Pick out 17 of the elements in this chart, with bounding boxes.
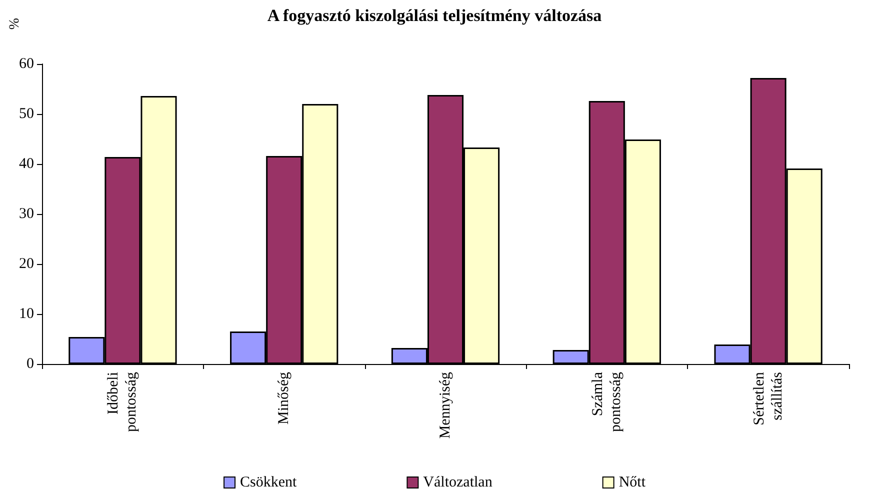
x-tick-label: Számla pontosság xyxy=(590,372,624,432)
y-tick-label: 0 xyxy=(26,356,34,372)
y-tick-label: 10 xyxy=(19,306,34,322)
legend-label: Nőtt xyxy=(618,474,646,490)
chart-title: A fogyasztó kiszolgálási teljesítmény változása xyxy=(267,6,602,25)
y-tick-label: 60 xyxy=(19,56,34,72)
y-axis-title: % xyxy=(8,18,22,30)
y-tick-label: 50 xyxy=(19,106,34,122)
y-tick-label: 20 xyxy=(19,256,34,272)
legend-label: Változatlan xyxy=(423,474,493,490)
x-tick-label: Időbeli pontosság xyxy=(106,372,140,432)
x-tick-label: Mennyiség xyxy=(438,372,454,439)
x-tick-label: Sértetlen szállítás xyxy=(751,372,786,426)
legend-label: Csökkent xyxy=(240,474,298,490)
y-tick-label: 30 xyxy=(19,206,34,222)
x-tick-label: Minőség xyxy=(276,372,292,424)
y-tick-label: 40 xyxy=(19,156,34,172)
